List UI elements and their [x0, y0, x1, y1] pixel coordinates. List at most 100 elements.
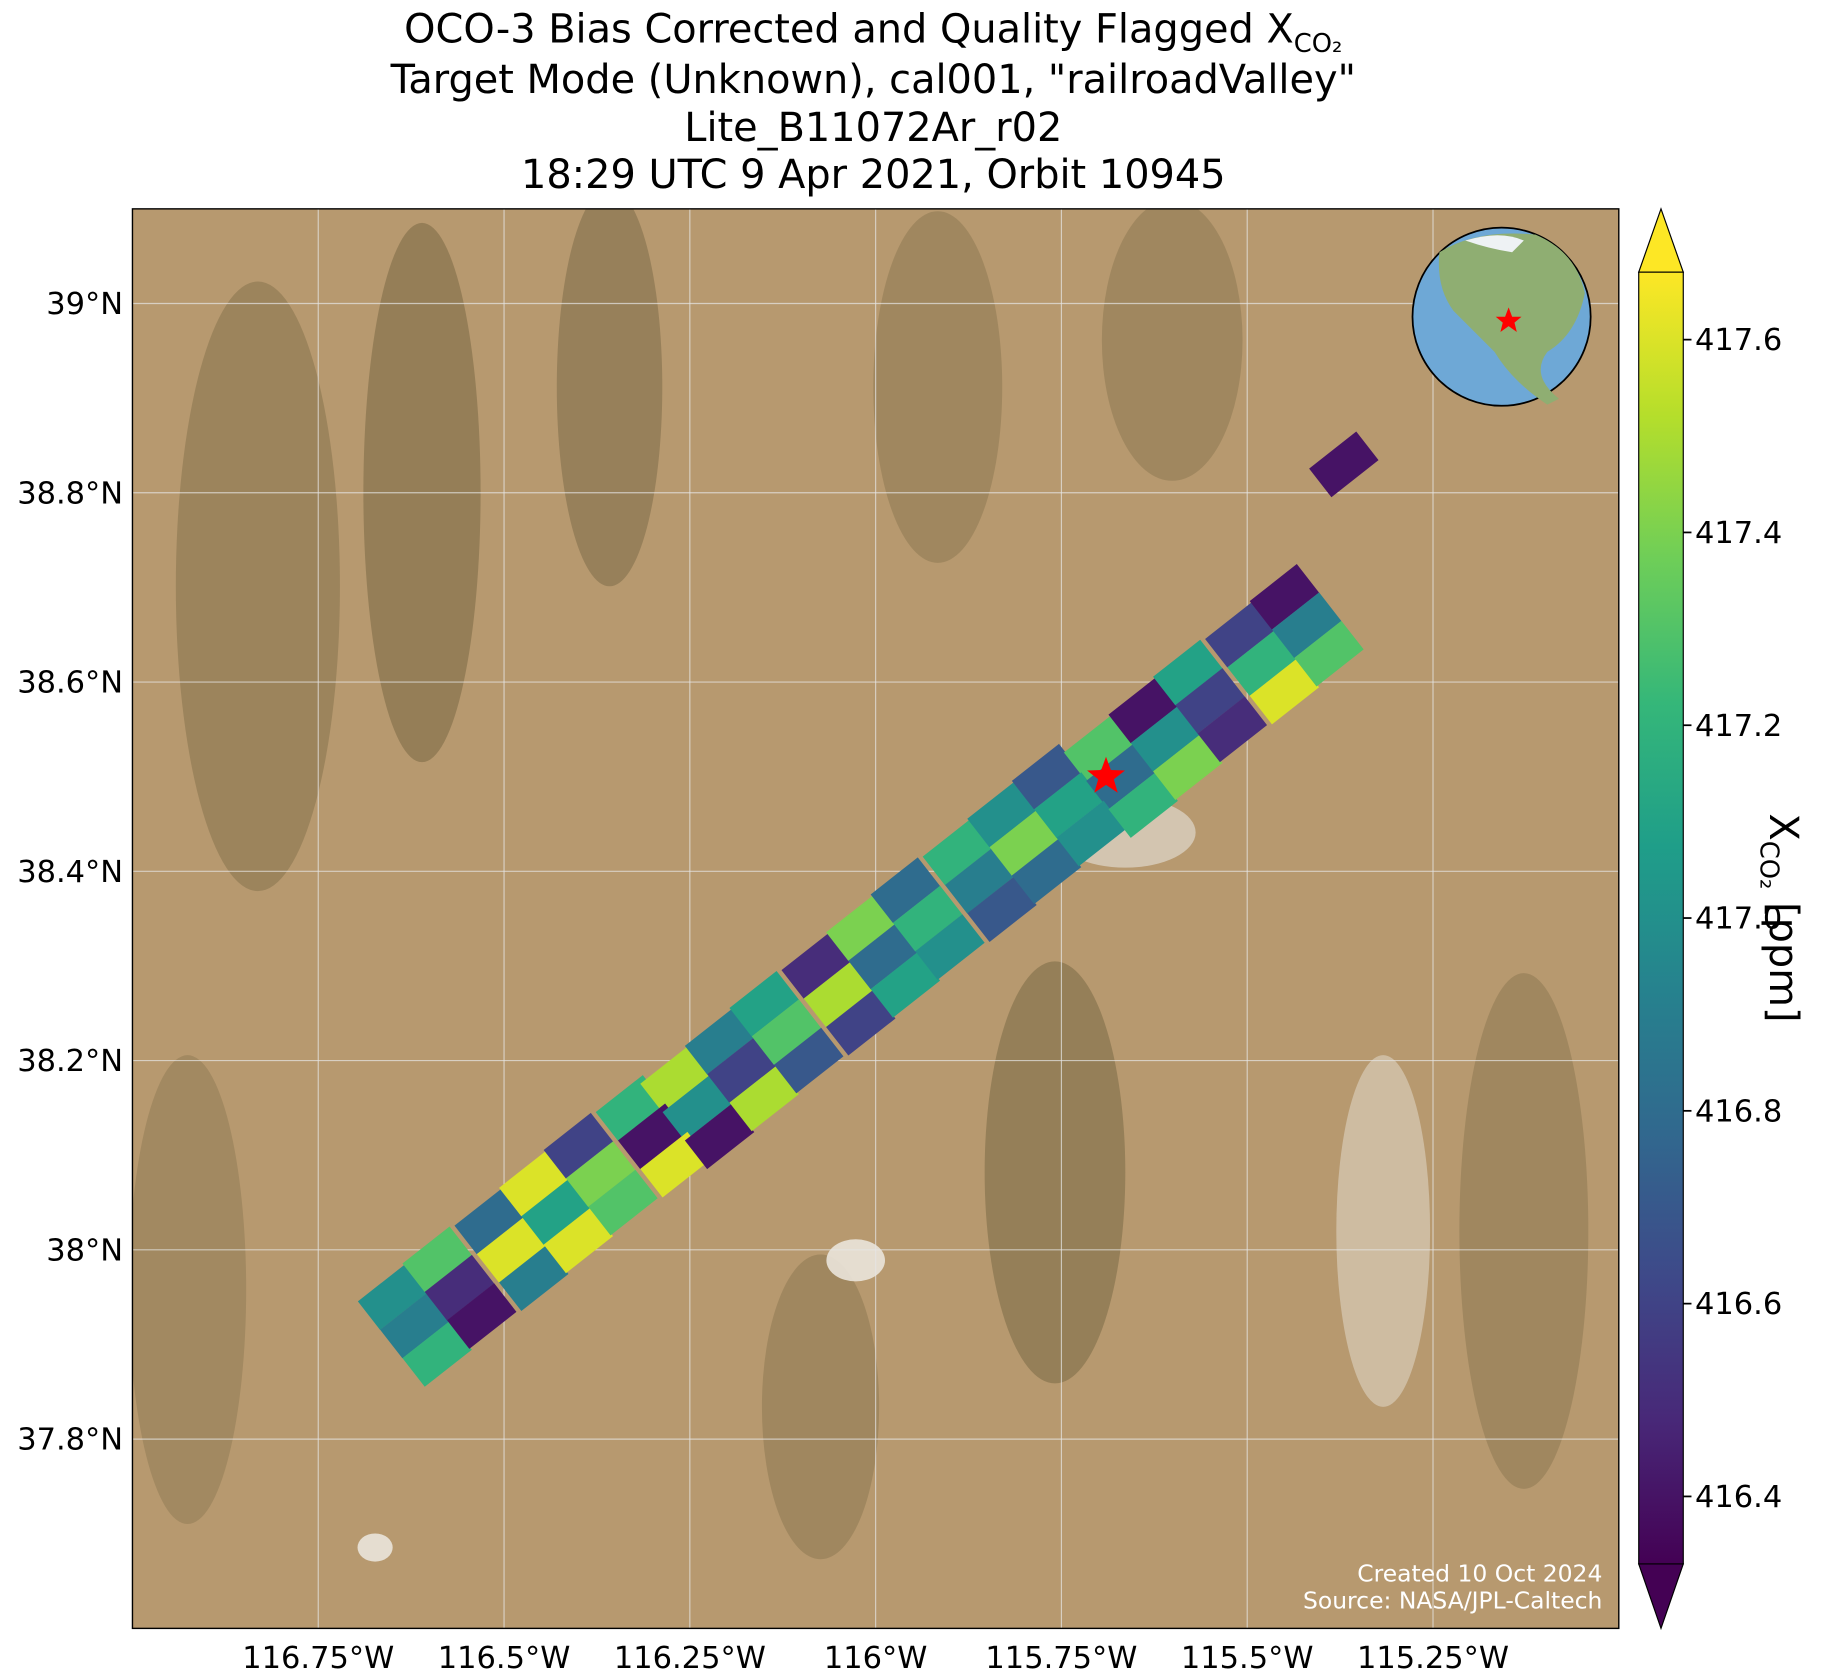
colorbar-tick-label: 417.0 [1695, 902, 1782, 937]
footprint [1205, 601, 1275, 668]
footprint [1011, 743, 1082, 810]
footprint [662, 1075, 732, 1141]
colorbar-label-text: X [1760, 814, 1806, 841]
footprint [424, 1254, 495, 1321]
site-marker [1087, 756, 1125, 793]
footprint [1153, 734, 1223, 801]
x-tick-label: 116.75°W [242, 1641, 394, 1676]
footprint [781, 933, 851, 999]
footprint [707, 1037, 777, 1103]
footprint [774, 1027, 844, 1094]
map-frame [131, 208, 1620, 1630]
y-tick-label: 39°N [46, 287, 123, 322]
footprint [357, 1264, 428, 1330]
footprint [989, 810, 1059, 876]
footprint [729, 1065, 799, 1132]
footprint [447, 1283, 517, 1349]
footprint [1309, 431, 1379, 498]
footprint [1108, 677, 1178, 744]
footprint [565, 1141, 636, 1207]
footprint [1227, 630, 1297, 696]
title-line: 18:29 UTC 9 Apr 2021, Orbit 10945 [521, 152, 1226, 198]
footprint [640, 1046, 710, 1113]
colorbar-extend-top [1637, 207, 1685, 273]
colorbar-label: XCO₂ [ppm] [1754, 814, 1806, 1023]
footprint [892, 885, 963, 952]
x-tick-label: 115.25°W [1357, 1641, 1509, 1676]
x-tick-label: 115.5°W [1181, 1641, 1314, 1676]
footprint [1011, 838, 1082, 905]
footprint [1034, 772, 1104, 838]
footprint [922, 819, 993, 886]
footprint [848, 923, 918, 990]
footprint [543, 1207, 614, 1274]
x-tick-label: 116°W [824, 1641, 928, 1676]
footprint [476, 1217, 547, 1283]
footprint [1197, 696, 1268, 763]
footprint [521, 1179, 591, 1245]
colorbar-tick-label: 416.8 [1695, 1094, 1782, 1129]
footprint [1175, 668, 1245, 734]
footprint [967, 781, 1037, 848]
footer-text: Source: NASA/JPL-Caltech [1303, 1586, 1602, 1614]
colorbar-label-sub: CO₂ [1754, 841, 1784, 890]
title-line: Lite_B11072Ar_r02 [684, 105, 1062, 151]
footprint [1249, 658, 1320, 725]
y-tick-label: 37.8°N [17, 1423, 123, 1458]
footprint [402, 1321, 472, 1387]
footprint [967, 876, 1037, 942]
footprint [1056, 800, 1126, 867]
footprint [826, 989, 896, 1056]
footprint [729, 970, 799, 1037]
footprint [803, 961, 874, 1028]
footprint [870, 952, 941, 1018]
x-tick-label: 116.25°W [614, 1641, 766, 1676]
title-text: Lite_B11072Ar_r02 [684, 105, 1062, 151]
colorbar-tick-label: 416.6 [1695, 1287, 1782, 1322]
footprint [499, 1150, 569, 1217]
y-tick-label: 38.2°N [17, 1044, 123, 1079]
footprint [915, 914, 985, 980]
footprint [499, 1245, 569, 1312]
footprint [1249, 564, 1320, 630]
title-text: OCO-3 Bias Corrected and Quality Flagged… [404, 6, 1294, 52]
colorbar-tick-label: 417.6 [1695, 323, 1782, 358]
y-tick-label: 38.4°N [17, 855, 123, 890]
colorbar-tick-label: 416.4 [1695, 1480, 1782, 1515]
footprint [684, 1008, 755, 1075]
footprint [380, 1292, 450, 1359]
footprint [1271, 592, 1342, 659]
footprint [751, 999, 822, 1066]
title-line: Target Mode (Unknown), cal001, "railroad… [390, 57, 1356, 103]
footprint [1086, 743, 1156, 810]
locator-globe [1411, 226, 1592, 407]
y-tick-label: 38.6°N [17, 666, 123, 701]
title-sub: CO₂ [1294, 29, 1343, 59]
footprint [1063, 715, 1134, 782]
footprint [454, 1188, 524, 1255]
footprint [543, 1112, 614, 1179]
x-tick-label: 116.5°W [438, 1641, 571, 1676]
footprint [1130, 705, 1201, 772]
footprint [684, 1103, 755, 1170]
title-line: OCO-3 Bias Corrected and Quality Flagged… [404, 6, 1342, 58]
footprint [402, 1226, 472, 1293]
colorbar-tick-label: 417.2 [1695, 709, 1782, 744]
footer-text: Created 10 Oct 2024 [1357, 1559, 1602, 1587]
colorbar-extend-bottom [1637, 1563, 1685, 1631]
footprint [1294, 620, 1364, 687]
y-tick-label: 38°N [46, 1233, 123, 1268]
x-tick-label: 115.75°W [985, 1641, 1137, 1676]
footprint [826, 895, 896, 961]
title-text: Target Mode (Unknown), cal001, "railroad… [390, 57, 1356, 103]
footprint [1153, 639, 1223, 706]
colorbar-label-suffix: [ppm] [1760, 889, 1806, 1022]
y-tick-label: 38.8°N [17, 476, 123, 511]
colorbar-tick-label: 417.4 [1695, 516, 1782, 551]
footprint [944, 847, 1015, 914]
colorbar [1638, 271, 1684, 1565]
footprint [588, 1169, 658, 1236]
footprint [870, 857, 941, 924]
footprint [1108, 772, 1178, 838]
